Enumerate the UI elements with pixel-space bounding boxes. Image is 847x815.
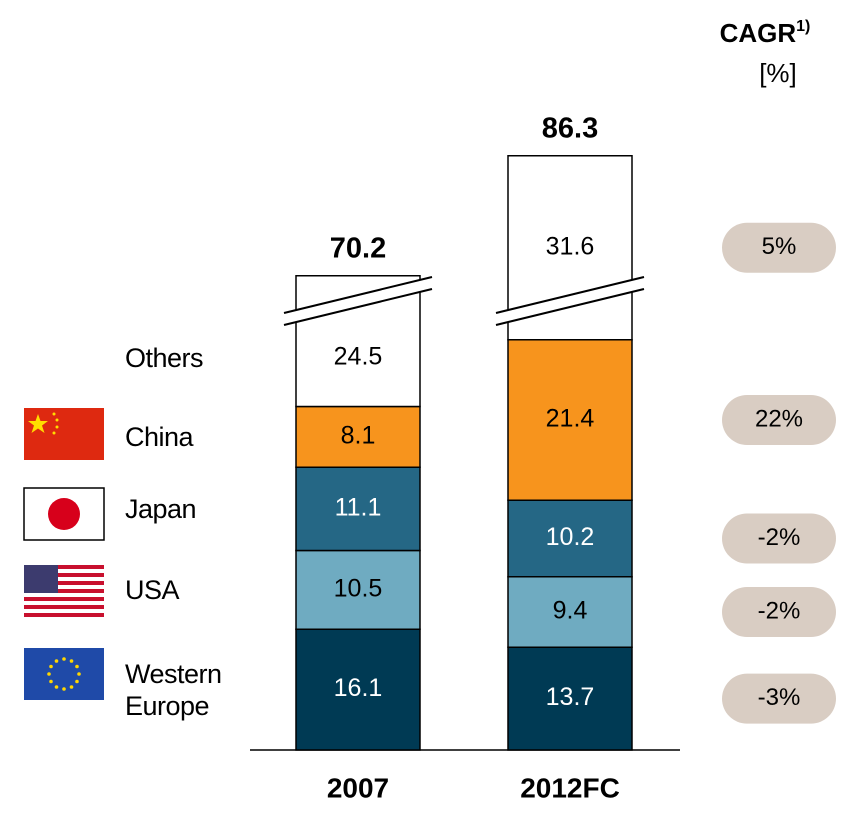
eu-star <box>54 685 59 689</box>
axis-break-line <box>283 276 433 314</box>
eu-star <box>62 687 66 691</box>
cagr-title: CAGR1) <box>720 18 811 48</box>
cagr-label: -3% <box>758 684 801 711</box>
legend-label: China <box>125 421 194 452</box>
cagr-label: 5% <box>762 233 797 260</box>
bar-segment <box>295 628 421 751</box>
eu-star <box>77 672 81 676</box>
flag-china <box>24 408 104 460</box>
cagr-pill <box>722 513 836 564</box>
x-tick-label: 2012FC <box>520 772 620 803</box>
total-label: 70.2 <box>330 232 386 264</box>
axis-break-line <box>283 288 433 326</box>
cagr-pill <box>722 395 836 445</box>
bar-segment <box>295 405 421 468</box>
data-label: 10.5 <box>334 574 383 602</box>
cagr-title-text: CAGR <box>720 18 797 48</box>
cagr-label: 22% <box>755 405 803 432</box>
bar-segment <box>295 549 421 630</box>
axis-break <box>284 277 432 325</box>
legend-label: Western Europe <box>125 658 222 721</box>
bar-segment <box>507 499 633 578</box>
total-label: 86.3 <box>542 112 598 144</box>
cagr-label: -2% <box>758 524 801 551</box>
eu-star <box>49 679 53 684</box>
legend-label: USA <box>125 574 180 605</box>
bar-segment <box>507 339 633 501</box>
cagr-pill <box>722 587 836 637</box>
axis-break <box>496 277 644 325</box>
eu-star <box>54 659 59 663</box>
eu-star <box>75 664 79 669</box>
eu-star <box>69 685 74 689</box>
eu-star <box>47 672 51 676</box>
x-tick-label: 2007 <box>327 772 389 803</box>
data-label: 13.7 <box>546 683 595 711</box>
data-label: 21.4 <box>546 405 595 433</box>
axis-break-line <box>495 276 645 314</box>
eu-star <box>49 664 53 669</box>
data-label: 11.1 <box>335 493 382 521</box>
cagr-pill <box>722 673 836 724</box>
data-label: 24.5 <box>334 343 383 371</box>
data-label: 8.1 <box>341 421 376 449</box>
data-label: 10.2 <box>546 523 595 551</box>
eu-star <box>69 659 74 663</box>
eu-star <box>75 679 79 684</box>
data-label: 9.4 <box>553 597 588 625</box>
bar-segment <box>507 646 633 751</box>
flag-japan <box>23 487 105 541</box>
cagr-label: -2% <box>758 597 801 624</box>
cagr-pill <box>722 222 836 273</box>
axis-break-line <box>495 288 645 326</box>
data-label: 31.6 <box>546 232 595 260</box>
cagr-footnote: 1) <box>796 18 810 35</box>
flag-usa <box>24 565 104 617</box>
legend-label: Japan <box>125 493 197 524</box>
data-label: 16.1 <box>334 674 383 702</box>
cagr-unit: [%] <box>759 58 797 88</box>
flag-eu <box>24 648 104 700</box>
eu-star <box>62 657 66 661</box>
legend-label: Others <box>125 343 204 374</box>
bar-segment <box>507 576 633 648</box>
